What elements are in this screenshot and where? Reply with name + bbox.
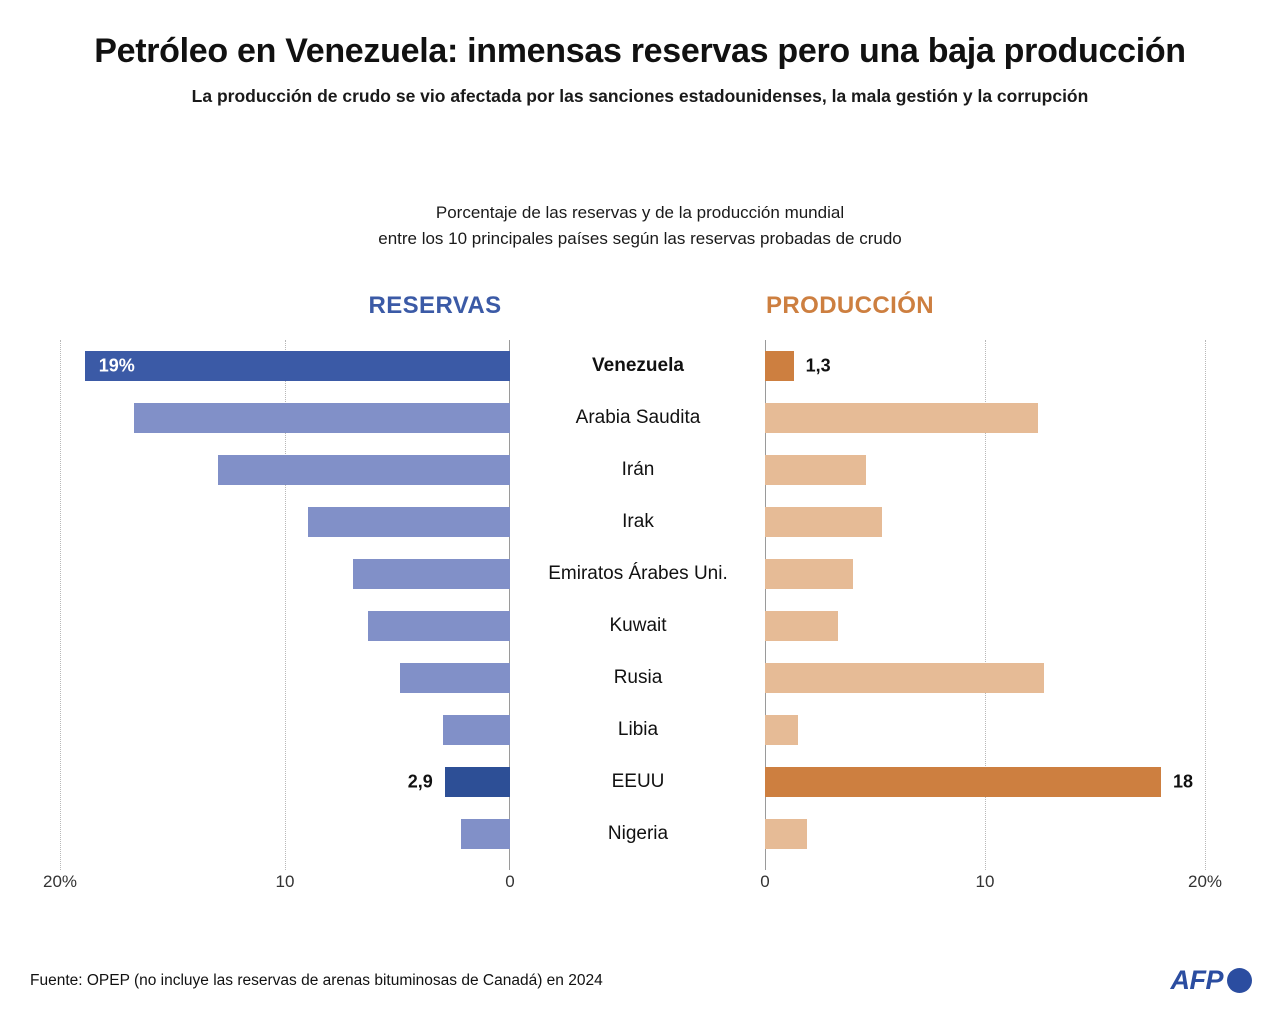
axis-tick-label: 10: [975, 872, 995, 891]
chart-caption-line-1: Porcentaje de las reservas y de la produ…: [435, 203, 845, 222]
production-bar: [765, 403, 1038, 433]
table-row: [765, 444, 1205, 496]
page-subtitle: La producción de crudo se vio afectada p…: [191, 86, 1089, 106]
country-label: Irak: [622, 511, 654, 532]
table-row: [765, 808, 1205, 860]
production-bar: [765, 663, 1045, 693]
table-row: [60, 548, 510, 600]
reserves-bar: [217, 455, 510, 485]
table-row: 18: [765, 756, 1205, 808]
axis-tick-label: 0: [760, 872, 770, 891]
table-row: 1,3: [765, 340, 1205, 392]
panel-title-produccion: PRODUCCIÓN: [765, 292, 934, 319]
table-row: 2,9: [60, 756, 510, 808]
country-label: Arabia Saudita: [575, 407, 701, 428]
reserves-bar-rows: 19% 2,9: [60, 340, 510, 870]
production-bar: 18: [765, 767, 1193, 797]
country-label: EEUU: [611, 771, 665, 792]
country-label: Rusia: [613, 667, 663, 688]
table-row: [765, 704, 1205, 756]
axis-tick-label: 20%: [42, 872, 78, 891]
reserves-bar: [307, 507, 510, 537]
production-bar: 1,3: [765, 351, 831, 381]
table-row: [765, 548, 1205, 600]
gridline-reserves-20: [60, 340, 61, 870]
production-bar-value: 1,3: [805, 355, 831, 376]
reserves-bar: [368, 611, 510, 641]
reserves-axis-area: 19% 2,9: [60, 340, 510, 870]
country-label: Kuwait: [609, 615, 667, 636]
reserves-bar: 19%: [84, 351, 510, 381]
table-row: [60, 652, 510, 704]
production-bar: [765, 559, 853, 589]
production-axis-area: 1,3 18: [765, 340, 1206, 870]
reserves-axis-ticks: 20% 10 0: [43, 872, 515, 898]
axis-tick-label: 0: [505, 872, 515, 891]
reserves-bar: 2,9: [408, 767, 510, 797]
country-label: Emiratos Árabes Uni.: [548, 563, 728, 584]
reserves-bar: [134, 403, 510, 433]
panel-title-reservas: RESERVAS: [368, 292, 502, 319]
afp-logo-text: AFP: [1170, 965, 1224, 995]
production-bar: [765, 611, 838, 641]
gridline-production-10: [985, 340, 986, 870]
country-label: Venezuela: [592, 355, 684, 376]
production-bar: [765, 455, 867, 485]
production-bar: [765, 819, 807, 849]
afp-logo: AFP: [1170, 965, 1252, 996]
source-note: Fuente: OPEP (no incluye las reservas de…: [30, 972, 603, 989]
chart-caption-line-2: entre los 10 principales países según la…: [378, 229, 902, 248]
production-bar-value: 18: [1173, 771, 1194, 792]
zeroline-production: [765, 340, 766, 870]
table-row: [765, 600, 1205, 652]
production-axis-ticks: 0 10 20%: [760, 872, 1222, 898]
reserves-bar: [442, 715, 510, 745]
afp-logo-dot-icon: [1227, 968, 1252, 993]
country-label-column: Venezuela Arabia Saudita Irán Irak Emiratos …: [512, 340, 764, 870]
page-title: Petróleo en Venezuela: inmensas reservas…: [94, 32, 1186, 70]
production-bar-rows: 1,3 18: [765, 340, 1205, 870]
gridline-production-20: [1205, 340, 1206, 870]
axis-tick-label: 20%: [1187, 872, 1223, 891]
table-row: [60, 496, 510, 548]
table-row: [765, 392, 1205, 444]
axis-tick-label: 10: [275, 872, 295, 891]
reserves-bar: [352, 559, 510, 589]
table-row: [60, 392, 510, 444]
production-bar: [765, 715, 798, 745]
production-bar: [765, 507, 882, 537]
gridline-reserves-10: [285, 340, 286, 870]
table-row: 19%: [60, 340, 510, 392]
country-label: Irán: [621, 459, 655, 480]
table-row: [60, 808, 510, 860]
reserves-bar: [399, 663, 510, 693]
country-label: Nigeria: [607, 823, 669, 844]
table-row: [60, 704, 510, 756]
reserves-bar-value: 19%: [98, 355, 135, 376]
reserves-bar: [460, 819, 510, 849]
zeroline-reserves: [509, 340, 510, 870]
table-row: [765, 496, 1205, 548]
table-row: [60, 600, 510, 652]
table-row: [60, 444, 510, 496]
reserves-bar-value: 2,9: [407, 771, 433, 792]
chart-caption: Porcentaje de las reservas y de la produ…: [0, 200, 1280, 252]
country-label: Libia: [617, 719, 659, 740]
table-row: [765, 652, 1205, 704]
plot-area: 19% 2,9 1,3 18: [0, 340, 1280, 870]
